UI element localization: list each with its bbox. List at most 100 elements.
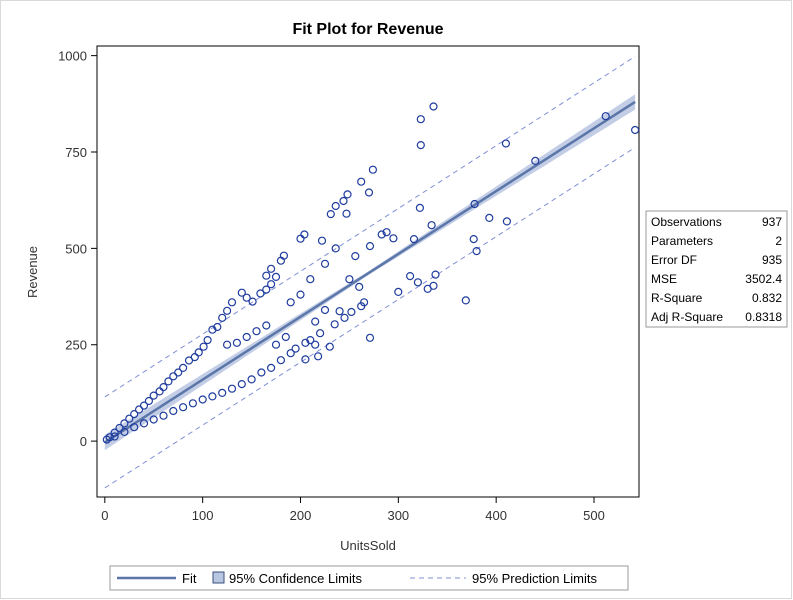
data-point bbox=[262, 285, 271, 294]
data-point bbox=[355, 282, 364, 291]
data-point bbox=[300, 230, 309, 239]
data-point bbox=[409, 235, 419, 244]
y-tick-label: 250 bbox=[65, 338, 87, 353]
data-point bbox=[501, 139, 510, 148]
data-point bbox=[271, 272, 281, 281]
data-point bbox=[257, 368, 266, 377]
data-point bbox=[262, 271, 271, 280]
data-point bbox=[365, 333, 375, 342]
data-point bbox=[188, 399, 197, 408]
data-point bbox=[223, 306, 232, 315]
data-point bbox=[184, 356, 194, 365]
data-point bbox=[199, 342, 208, 351]
data-point bbox=[601, 112, 610, 121]
data-point bbox=[223, 340, 232, 349]
data-point bbox=[198, 395, 207, 404]
data-point bbox=[208, 325, 217, 334]
stats-border bbox=[645, 210, 788, 328]
data-point bbox=[347, 307, 356, 317]
data-point bbox=[320, 305, 330, 315]
stats-value: 2 bbox=[775, 234, 782, 248]
data-point bbox=[248, 297, 257, 306]
data-point bbox=[413, 278, 422, 287]
data-point bbox=[271, 340, 281, 349]
data-point bbox=[461, 296, 470, 305]
data-point bbox=[281, 332, 290, 342]
data-point bbox=[316, 329, 325, 338]
data-point bbox=[130, 410, 139, 419]
x-axis: 0 100 200 300 400 500 bbox=[101, 497, 605, 523]
y-axis: 0 250 500 750 1000 bbox=[58, 49, 97, 449]
data-point bbox=[291, 344, 300, 353]
data-point bbox=[485, 213, 494, 222]
data-point bbox=[169, 406, 178, 416]
data-point bbox=[110, 428, 119, 437]
fit-line-layer bbox=[104, 100, 636, 444]
legend-confidence-swatch bbox=[212, 571, 225, 584]
data-point bbox=[149, 391, 158, 400]
x-tick-label: 400 bbox=[485, 508, 507, 523]
stats-label: R-Square bbox=[651, 291, 703, 305]
plot-area bbox=[96, 45, 640, 498]
data-point bbox=[406, 272, 415, 281]
chart-title: Fit Plot for Revenue bbox=[292, 21, 443, 38]
data-point bbox=[630, 125, 640, 135]
data-point bbox=[335, 307, 344, 316]
data-point bbox=[218, 388, 227, 397]
lower-prediction-limit bbox=[104, 146, 636, 489]
data-point bbox=[252, 327, 261, 336]
data-point bbox=[237, 288, 246, 297]
y-tick-label: 750 bbox=[65, 145, 87, 160]
fit-statistics-table: Observations 937 Parameters 2 Error DF 935 MSE… bbox=[645, 210, 788, 328]
data-point bbox=[357, 177, 366, 186]
data-point bbox=[179, 403, 188, 412]
data-point bbox=[174, 368, 183, 377]
data-point bbox=[179, 363, 188, 372]
legend: Fit 95% Confidence Limits 95% Prediction L… bbox=[109, 565, 629, 591]
data-point bbox=[339, 196, 348, 206]
data-point bbox=[159, 411, 168, 420]
y-tick-label: 1000 bbox=[58, 49, 87, 64]
data-point bbox=[232, 338, 241, 347]
data-point bbox=[139, 419, 149, 428]
data-point bbox=[301, 355, 310, 364]
y-tick-label: 500 bbox=[65, 241, 87, 256]
legend-confidence-label: 95% Confidence Limits bbox=[229, 571, 362, 586]
data-point bbox=[365, 242, 375, 251]
data-point bbox=[342, 209, 351, 218]
data-point bbox=[267, 280, 276, 289]
scatter-points bbox=[102, 102, 640, 444]
x-axis-label: UnitsSold bbox=[340, 538, 396, 553]
stats-value: 937 bbox=[762, 215, 782, 229]
data-point bbox=[317, 236, 327, 245]
stats-label: Observations bbox=[651, 215, 722, 229]
data-point bbox=[144, 396, 153, 406]
data-point bbox=[208, 392, 217, 401]
data-point bbox=[139, 401, 149, 410]
stats-label: MSE bbox=[651, 272, 677, 286]
data-point bbox=[247, 375, 256, 384]
x-tick-label: 100 bbox=[192, 508, 214, 523]
data-point bbox=[203, 336, 212, 345]
data-point bbox=[110, 432, 119, 441]
stats-label: Error DF bbox=[651, 253, 697, 267]
data-point bbox=[330, 320, 339, 329]
data-point bbox=[531, 156, 540, 165]
x-tick-label: 200 bbox=[290, 508, 312, 523]
data-point bbox=[218, 313, 227, 322]
data-point bbox=[325, 342, 334, 351]
data-point bbox=[502, 217, 511, 226]
data-point bbox=[469, 235, 478, 244]
data-point bbox=[431, 270, 440, 279]
y-axis-label: Revenue bbox=[25, 246, 40, 298]
data-point bbox=[296, 234, 305, 243]
data-point bbox=[256, 289, 265, 298]
data-point bbox=[190, 353, 199, 362]
stats-value: 0.8318 bbox=[745, 310, 782, 324]
data-point bbox=[351, 252, 360, 261]
data-point bbox=[311, 340, 320, 349]
data-point bbox=[357, 302, 366, 311]
stats-label: Parameters bbox=[651, 234, 713, 248]
stats-value: 935 bbox=[762, 253, 782, 267]
